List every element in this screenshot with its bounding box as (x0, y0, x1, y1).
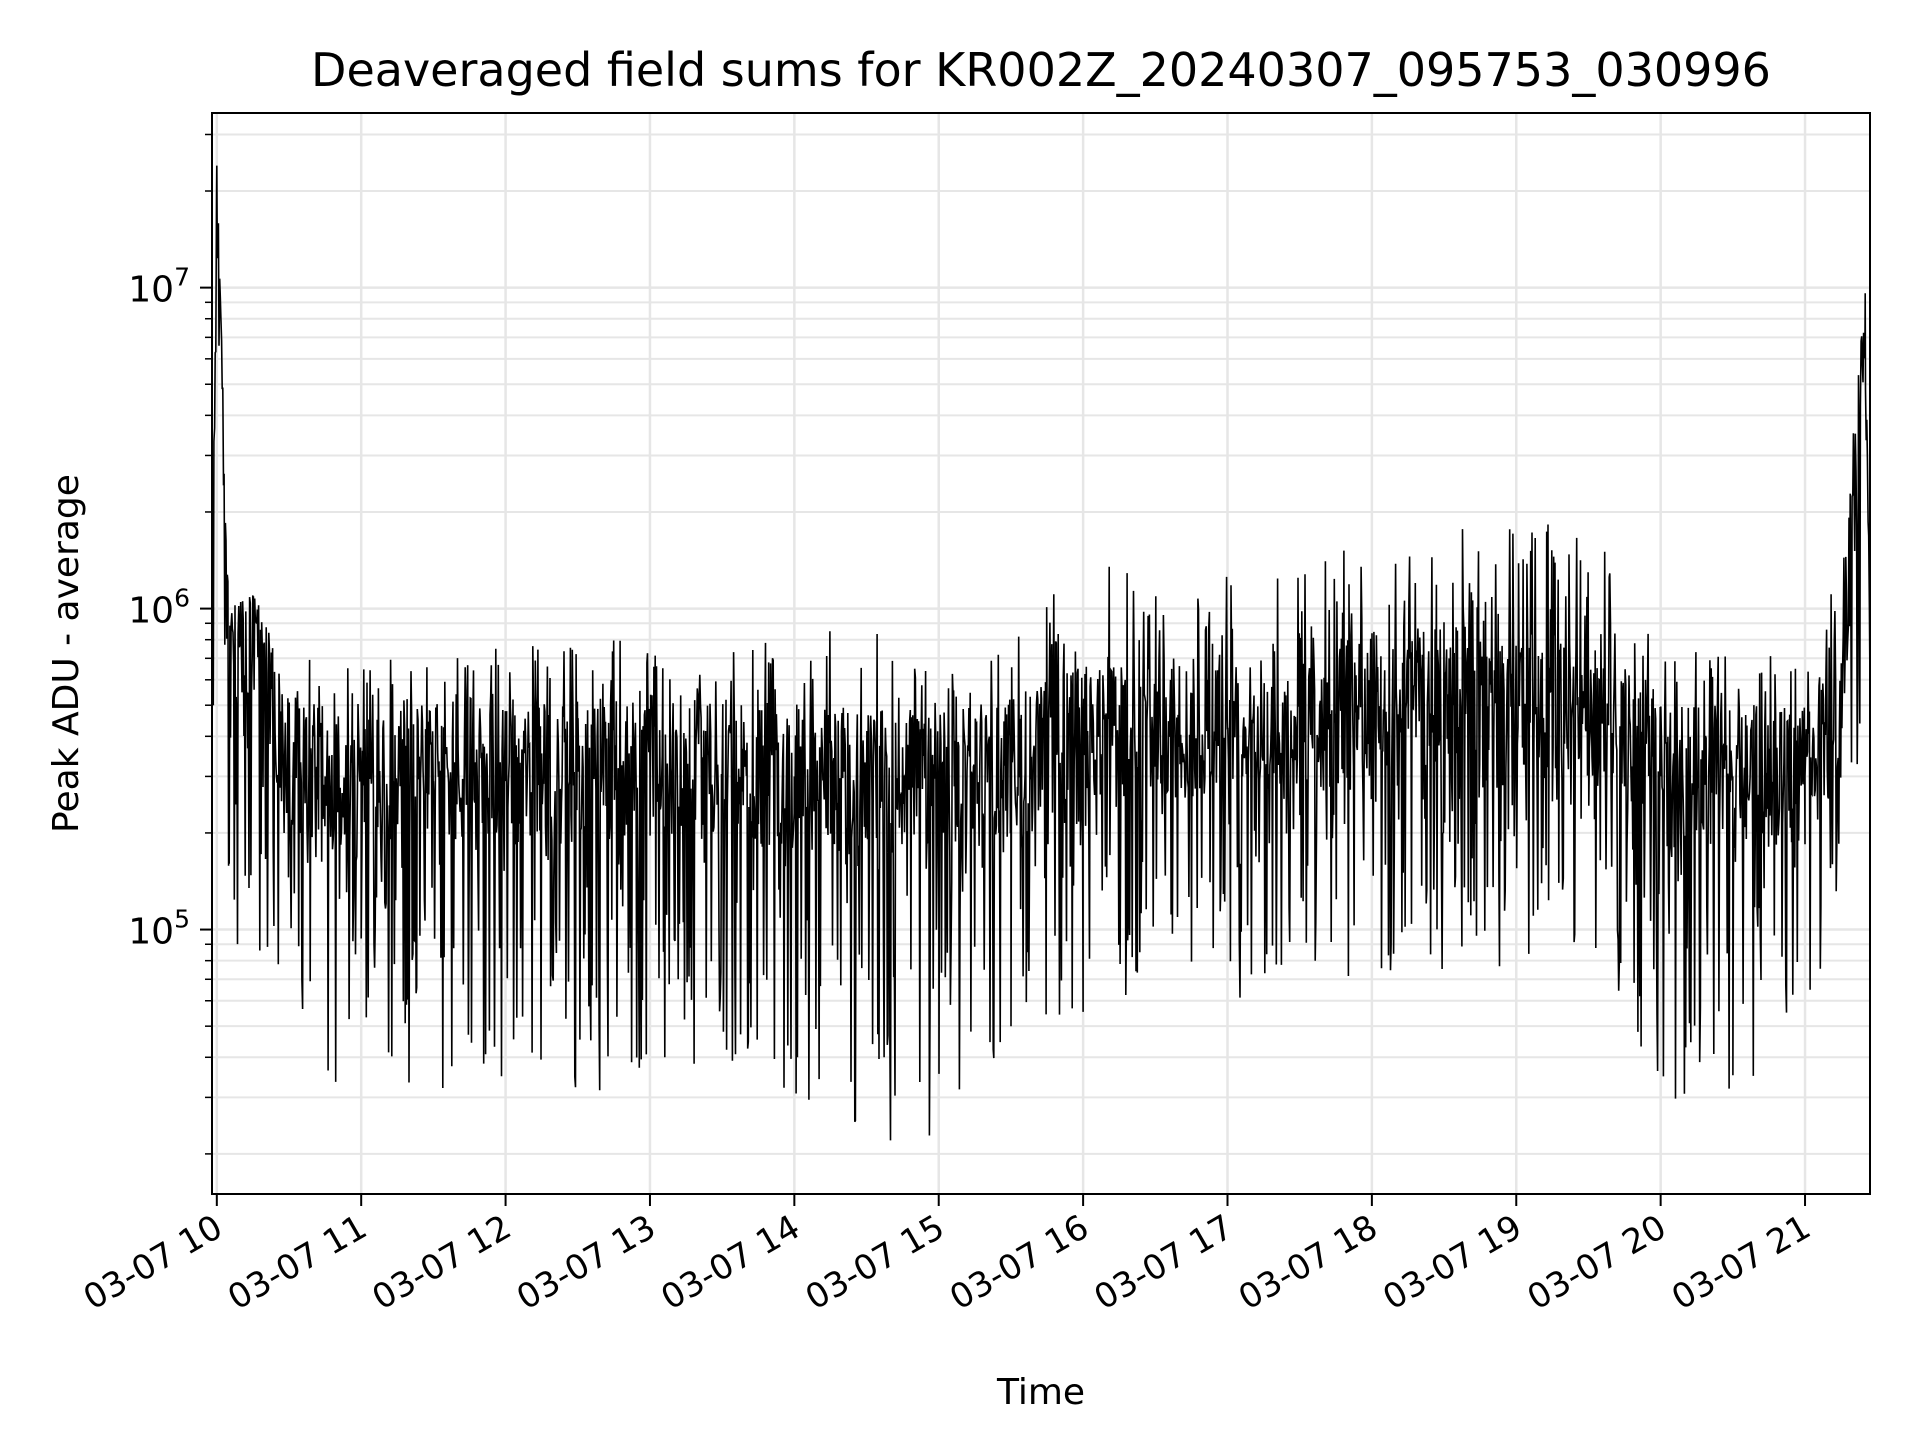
y-axis-label: Peak ADU - average (46, 474, 87, 833)
data-line (211, 165, 1871, 1141)
plot-frame (211, 112, 1871, 1195)
y-tick-label: 105 (128, 905, 190, 953)
series-line (211, 165, 1871, 1141)
x-axis-label: Time (996, 1372, 1085, 1413)
chart-title: Deaveraged field sums for KR002Z_2024030… (311, 43, 1771, 97)
y-tick-label: 106 (128, 584, 190, 632)
y-axis-ticks: 105 106 107 (128, 133, 212, 1155)
y-tick-label: 107 (128, 263, 190, 311)
